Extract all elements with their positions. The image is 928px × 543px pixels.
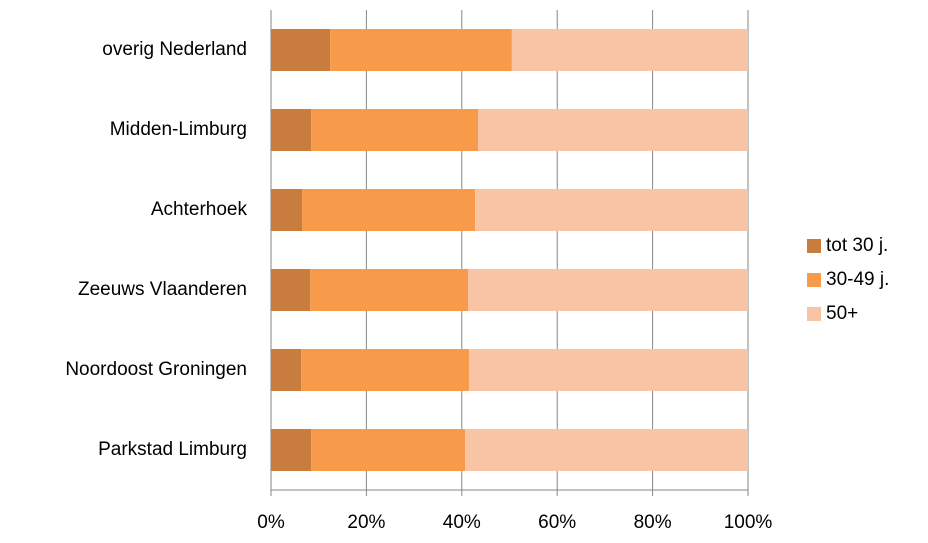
x-tick-label: 20%: [347, 512, 385, 533]
bar-segment: [468, 269, 748, 311]
bar-segment: [271, 29, 331, 71]
x-tick-label: 40%: [443, 512, 481, 533]
x-tick-label: 80%: [634, 512, 672, 533]
y-tick-label: Midden-Limburg: [110, 119, 247, 140]
x-tick-label: 100%: [724, 512, 773, 533]
y-tick-label: overig Nederland: [102, 39, 247, 60]
bar-segment: [311, 429, 466, 471]
legend-swatch: [807, 273, 821, 287]
bar-segment: [302, 189, 476, 231]
bar-segment: [468, 349, 748, 391]
bar-segment: [271, 189, 303, 231]
bar-segment: [301, 349, 469, 391]
legend-swatch: [807, 239, 821, 253]
legend-label: tot 30 j.: [826, 235, 888, 256]
bar-segment: [271, 429, 312, 471]
bar-segment: [310, 269, 469, 311]
bar-segment: [511, 29, 748, 71]
legend-label: 50+: [826, 303, 858, 324]
bar-segment: [271, 109, 312, 151]
bar-segment: [271, 269, 311, 311]
bar-segment: [271, 349, 302, 391]
x-tick-label: 0%: [257, 512, 285, 533]
bar-segment: [311, 109, 479, 151]
bar-segment: [330, 29, 512, 71]
bar-segment: [475, 189, 748, 231]
bar-segment: [465, 429, 748, 471]
y-tick-label: Noordoost Groningen: [65, 359, 247, 380]
y-tick-label: Parkstad Limburg: [98, 439, 247, 460]
bar-segment: [478, 109, 748, 151]
y-tick-label: Achterhoek: [151, 199, 248, 220]
y-tick-label: Zeeuws Vlaanderen: [78, 279, 247, 300]
legend-swatch: [807, 307, 821, 321]
x-tick-label: 60%: [538, 512, 576, 533]
legend-label: 30-49 j.: [826, 269, 889, 290]
